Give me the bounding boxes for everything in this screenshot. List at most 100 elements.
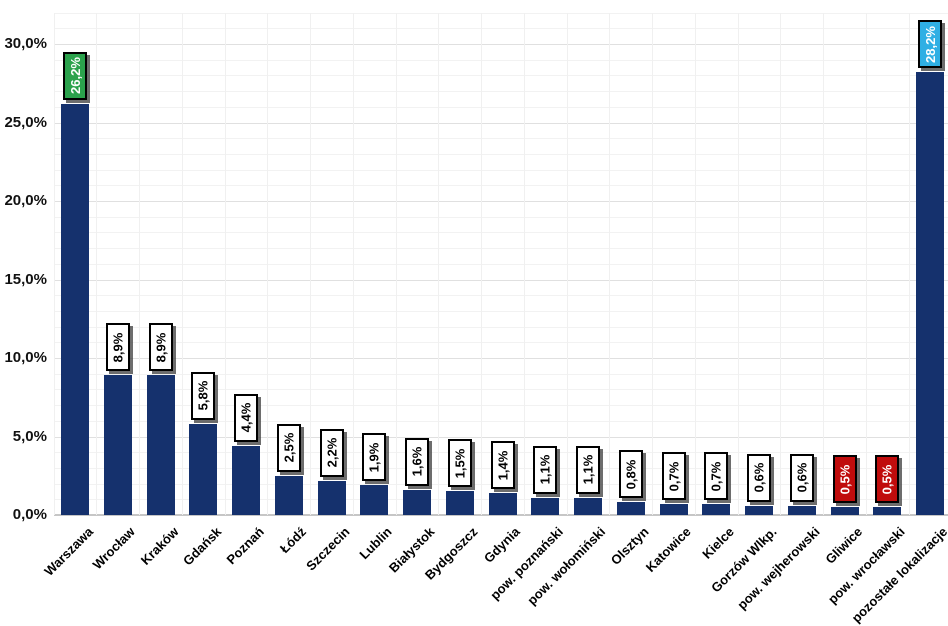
value-label: 26,2% — [63, 51, 87, 100]
gridline-horizontal — [53, 232, 948, 234]
gridline-vertical — [96, 12, 98, 515]
gridline-vertical — [267, 12, 269, 515]
value-label: 2,2% — [319, 428, 344, 477]
value-label: 0,6% — [747, 453, 771, 502]
value-label-text: 1,6% — [409, 447, 425, 477]
gridline-horizontal — [53, 185, 948, 187]
value-label: 1,9% — [362, 433, 387, 482]
bar — [787, 505, 816, 515]
gridline-vertical — [438, 12, 440, 515]
bar — [916, 72, 944, 515]
gridline-horizontal — [53, 263, 948, 265]
value-label-text: 28,2% — [922, 25, 938, 63]
bar — [317, 480, 346, 515]
x-axis-label: pow. wołomiński — [524, 524, 609, 608]
y-axis-label: 0,0% — [12, 506, 47, 523]
value-label: 1,5% — [447, 439, 472, 488]
value-label: 1,1% — [533, 445, 558, 494]
bar — [103, 375, 132, 515]
gridline-horizontal — [53, 389, 948, 391]
value-label: 0,8% — [618, 450, 643, 499]
x-axis-label: Wrocław — [90, 524, 139, 573]
gridline-horizontal — [53, 75, 948, 77]
gridline-horizontal — [53, 28, 948, 30]
bar — [616, 502, 645, 515]
value-label: 2,5% — [276, 423, 301, 472]
value-label-text: 1,5% — [452, 448, 468, 479]
value-label: 28,2% — [918, 20, 942, 69]
value-label-text: 1,4% — [495, 450, 511, 480]
x-axis-label: Katowice — [643, 524, 695, 575]
bar — [232, 445, 260, 515]
value-label: 4,4% — [234, 393, 258, 442]
gridline-horizontal — [53, 106, 948, 108]
value-label-text: 5,8% — [195, 381, 211, 411]
bar — [659, 504, 688, 515]
gridline-vertical — [523, 12, 525, 515]
gridline-vertical — [395, 12, 397, 515]
gridline-vertical — [310, 12, 312, 515]
gridline-horizontal — [53, 295, 948, 297]
value-label-text: 2,5% — [281, 432, 297, 463]
gridline-horizontal — [53, 436, 948, 438]
value-label-text: 0,7% — [666, 461, 682, 491]
value-label-text: 8,9% — [110, 332, 126, 363]
value-label: 1,4% — [490, 441, 515, 489]
value-label: 0,6% — [789, 453, 814, 502]
x-axis-label: pow. wrocławski — [825, 524, 908, 607]
value-label-text: 26,2% — [67, 57, 83, 95]
value-label-text: 0,6% — [751, 462, 767, 493]
value-label-text: 0,7% — [708, 461, 724, 491]
value-label: 5,8% — [191, 371, 216, 420]
value-label-text: 0,6% — [794, 462, 810, 493]
bar — [146, 375, 175, 515]
gridline-vertical — [865, 12, 867, 515]
y-axis-label: 15,0% — [4, 270, 47, 288]
value-label-text: 0,5% — [879, 464, 895, 494]
bar — [189, 423, 218, 515]
x-axis-label: Kielce — [699, 524, 737, 562]
gridline-horizontal — [53, 326, 948, 328]
bar — [830, 507, 859, 515]
x-axis-label: Gdynia — [481, 524, 524, 566]
gridline-vertical — [481, 12, 483, 515]
gridline-horizontal — [53, 420, 948, 422]
value-label: 8,9% — [148, 323, 173, 372]
value-label-text: 1,1% — [537, 454, 553, 485]
gridline-vertical — [352, 12, 354, 515]
gridline-horizontal — [53, 44, 948, 45]
y-axis-label: 30,0% — [4, 35, 47, 52]
gridline-vertical — [181, 12, 183, 515]
value-label: 0,7% — [661, 452, 686, 500]
gridline-vertical — [652, 12, 654, 515]
y-axis-label: 5,0% — [12, 427, 47, 445]
value-label-text: 0,8% — [623, 459, 639, 490]
x-axis-label: Gdańsk — [179, 524, 224, 569]
value-label-text: 1,1% — [580, 454, 596, 485]
gridline-horizontal — [53, 153, 948, 155]
y-axis-label: 20,0% — [4, 192, 47, 209]
bar — [873, 507, 902, 515]
gridline-horizontal — [53, 169, 948, 171]
gridline-vertical — [780, 12, 782, 515]
value-label: 0,7% — [704, 452, 729, 500]
gridline-horizontal — [53, 405, 948, 407]
y-axis-label: 25,0% — [4, 113, 47, 131]
gridline-vertical — [737, 12, 739, 515]
gridline-horizontal — [53, 201, 948, 202]
x-axis-line — [53, 514, 948, 516]
bar — [574, 497, 602, 515]
gridline-horizontal — [53, 91, 948, 93]
gridline-vertical — [566, 12, 568, 515]
x-axis-label: Poznań — [223, 524, 267, 568]
gridline-vertical — [139, 12, 141, 515]
x-axis-label: Kraków — [137, 524, 182, 568]
bar — [61, 103, 89, 515]
bar — [274, 475, 303, 516]
bar — [702, 504, 731, 515]
value-label-text: 4,4% — [238, 403, 254, 433]
gridline-vertical — [823, 12, 825, 515]
value-label: 1,6% — [405, 437, 429, 486]
gridline-horizontal — [53, 12, 948, 14]
bar — [445, 491, 474, 515]
